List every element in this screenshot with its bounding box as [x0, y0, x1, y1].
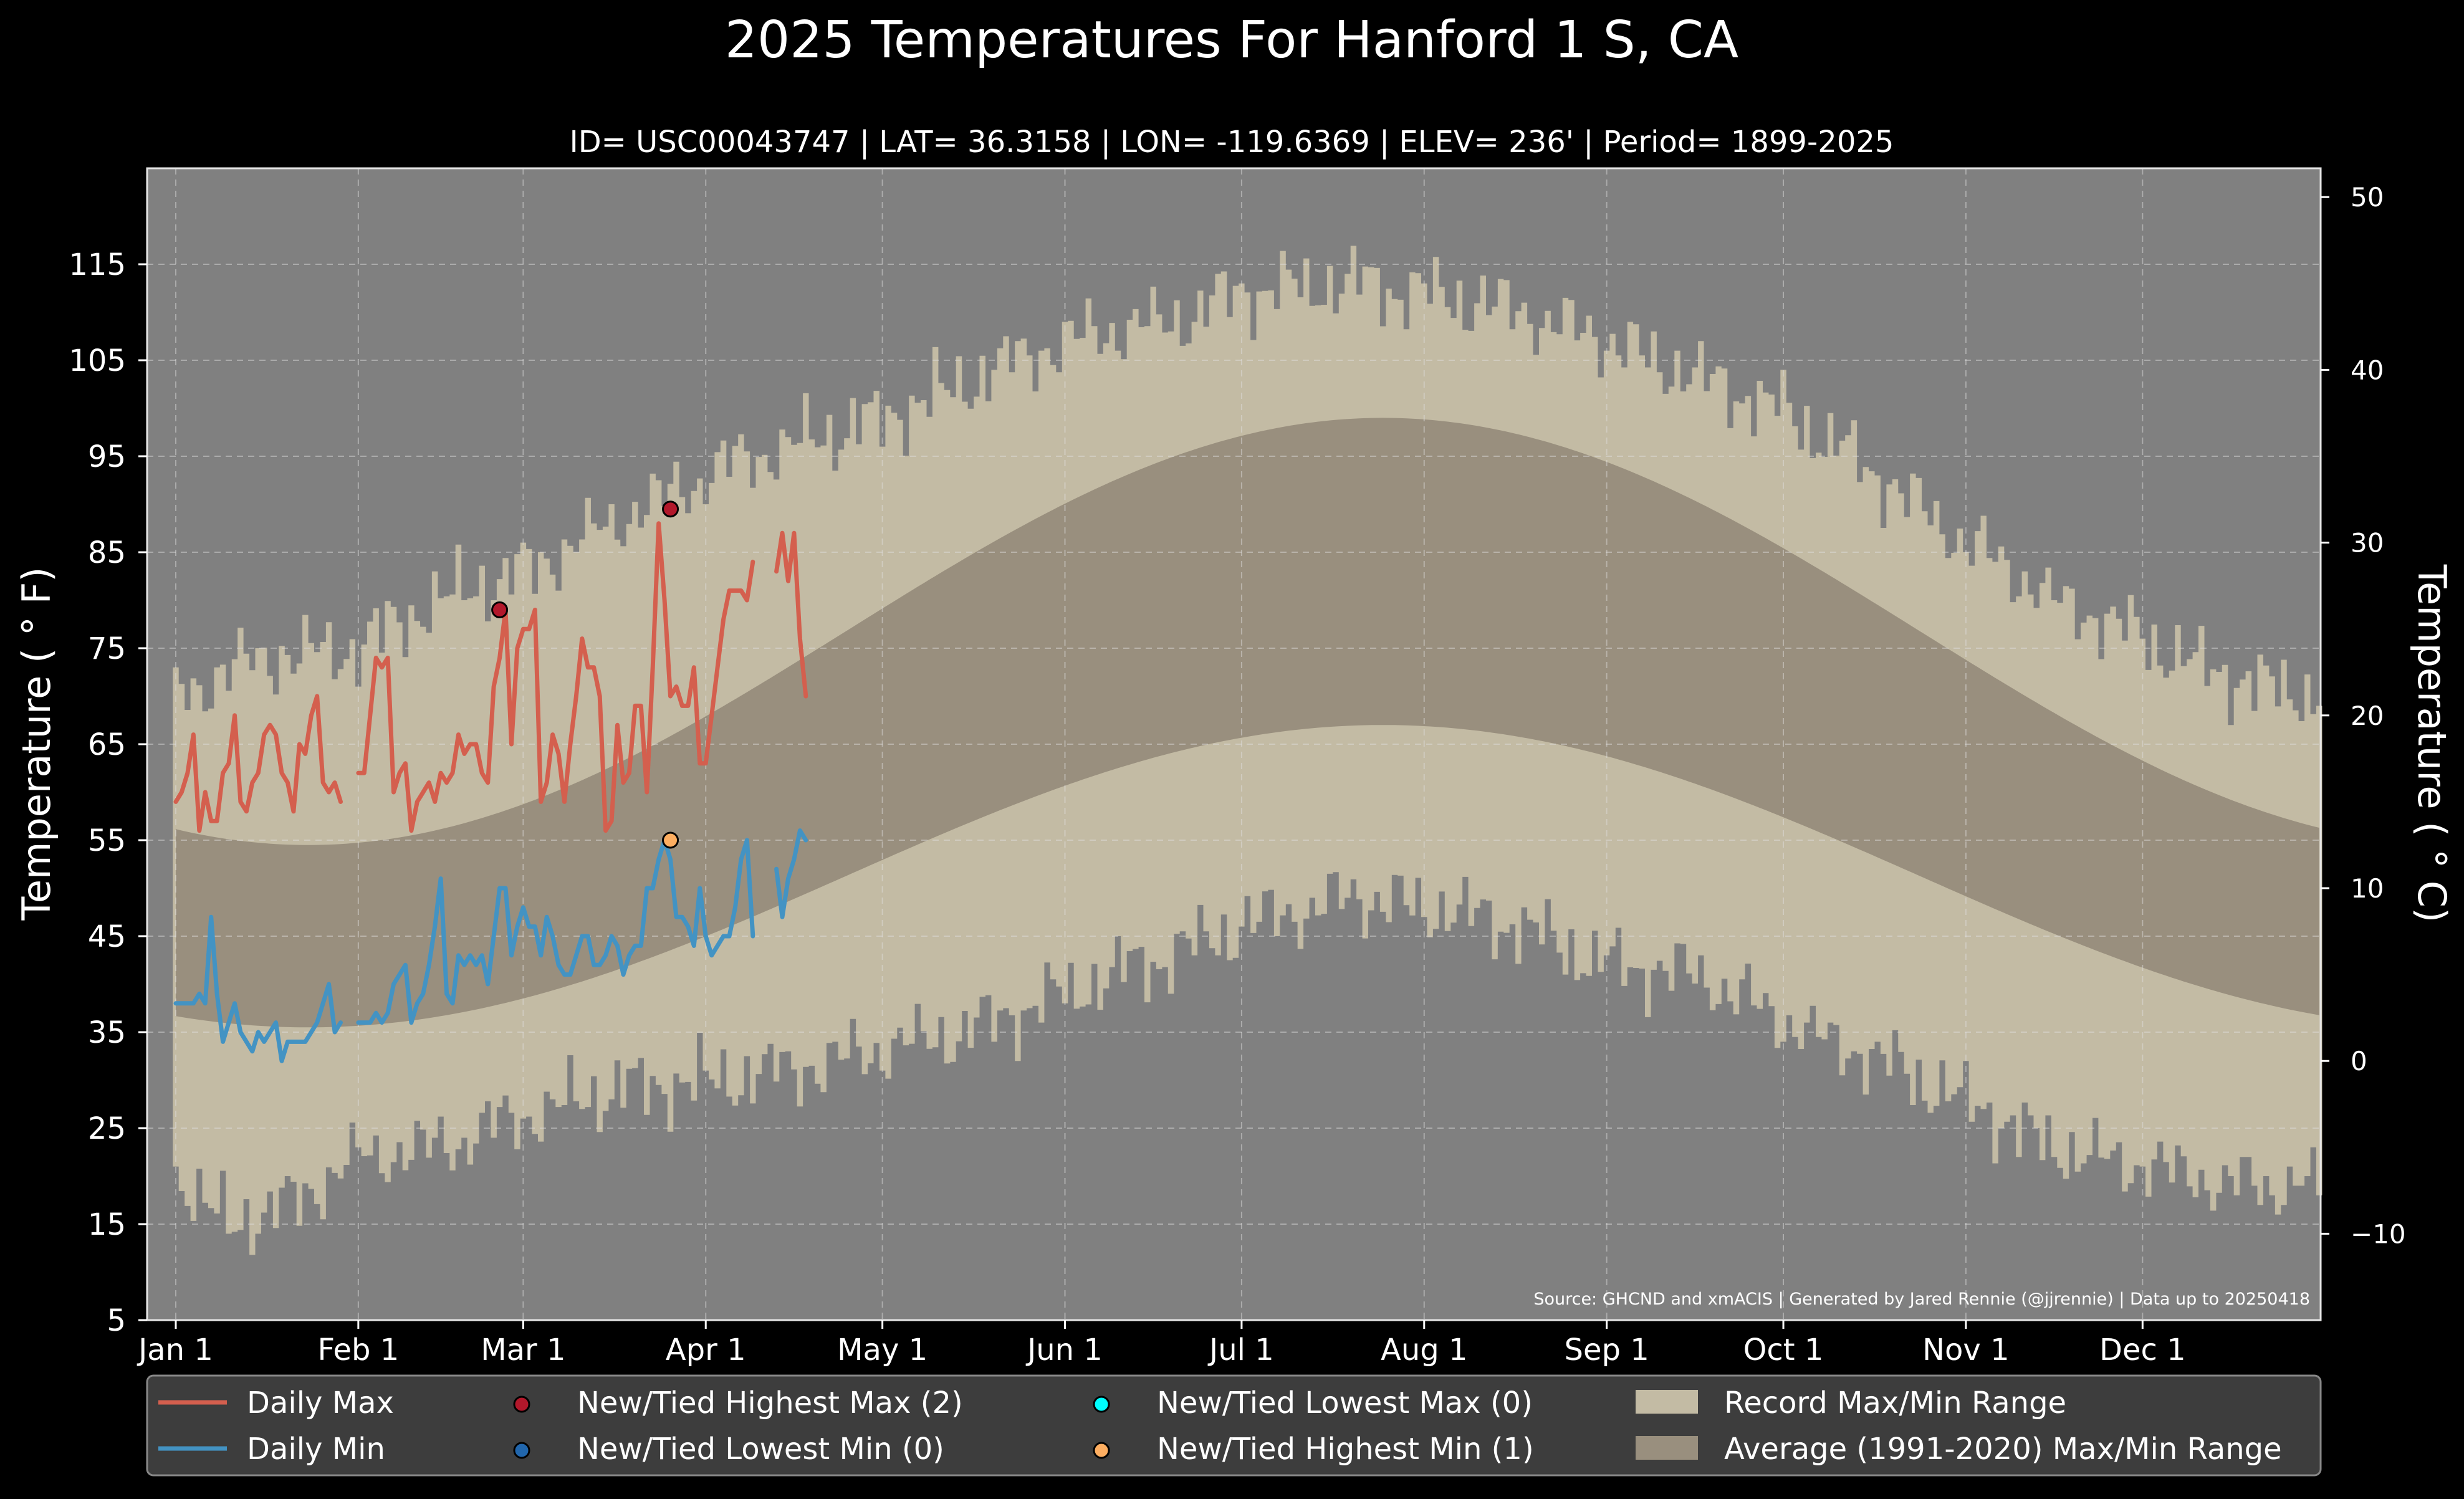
chart-title: 2025 Temperatures For Hanford 1 S, CA — [725, 11, 1738, 70]
y-tick-label: 85 — [88, 535, 126, 570]
legend-swatch-dot — [1093, 1442, 1110, 1459]
y-tick-label: 25 — [88, 1111, 126, 1146]
marker-new-highest-max — [662, 500, 679, 518]
y-tick-label: 105 — [69, 343, 126, 378]
y-axis-left-label: Temperature ( ° F) — [14, 567, 59, 921]
y-right-tick-label: 40 — [2351, 355, 2384, 385]
average-range-band — [176, 418, 2319, 1028]
y-axis-left: 5 15 25 35 45 55 65 75 85 95 105 115 — [69, 247, 147, 1338]
x-tick-label: Jul 1 — [1207, 1333, 1274, 1367]
y-tick-label: 115 — [69, 247, 126, 282]
y-axis-right-label: Temperature ( ° C) — [2409, 564, 2455, 923]
x-tick-label: Feb 1 — [317, 1333, 399, 1367]
x-tick-label: Aug 1 — [1381, 1333, 1468, 1367]
y-axis-right: −10 0 10 20 30 40 50 — [2321, 182, 2406, 1249]
y-right-tick-label: 10 — [2351, 873, 2384, 904]
legend-label: New/Tied Highest Max (2) — [577, 1386, 963, 1420]
legend-label: Daily Min — [247, 1432, 385, 1467]
legend-label: New/Tied Highest Min (1) — [1157, 1432, 1534, 1467]
series-layer — [173, 521, 808, 1063]
source-note: Source: GHCND and xmACIS | Generated by … — [1533, 1290, 2310, 1309]
legend-label: Daily Max — [247, 1386, 394, 1420]
x-tick-label: Sep 1 — [1564, 1333, 1649, 1367]
legend: Daily Max Daily Min New/Tied Highest Max (… — [146, 1374, 2322, 1477]
y-right-tick-label: −10 — [2351, 1219, 2406, 1249]
y-right-tick-label: 50 — [2351, 182, 2384, 213]
daily-max-line — [173, 521, 808, 833]
x-tick-label: Dec 1 — [2099, 1333, 2186, 1367]
x-tick-label: Apr 1 — [666, 1333, 746, 1367]
x-tick-label: Mar 1 — [481, 1333, 565, 1367]
y-tick-label: 35 — [88, 1015, 126, 1050]
record-markers — [491, 500, 679, 849]
legend-swatch-dot — [513, 1396, 530, 1413]
y-tick-label: 95 — [88, 439, 126, 474]
plot-area — [147, 168, 2323, 1320]
legend-swatch-patch — [1636, 1390, 1698, 1414]
x-tick-label: Jan 1 — [137, 1333, 213, 1367]
x-tick-label: Jun 1 — [1025, 1333, 1103, 1367]
y-tick-label: 15 — [88, 1207, 126, 1242]
y-right-tick-label: 30 — [2351, 528, 2384, 558]
legend-swatch-dot — [513, 1442, 530, 1459]
daily-min-line — [173, 828, 808, 1063]
legend-box — [146, 1374, 2322, 1477]
x-tick-label: May 1 — [837, 1333, 928, 1367]
legend-swatch-patch — [1636, 1436, 1698, 1460]
chart-subtitle: ID= USC00043747 | LAT= 36.3158 | LON= -1… — [570, 125, 1894, 160]
legend-swatch-dot — [1093, 1396, 1110, 1413]
y-right-tick-label: 0 — [2351, 1046, 2367, 1076]
legend-label: New/Tied Lowest Min (0) — [577, 1432, 944, 1467]
y-tick-label: 55 — [88, 823, 126, 858]
x-tick-label: Nov 1 — [1922, 1333, 2009, 1367]
x-axis: Jan 1 Feb 1 Mar 1 Apr 1 May 1 Jun 1 Jul 1 Aug 1… — [137, 1320, 2186, 1367]
y-tick-label: 75 — [88, 631, 126, 666]
legend-label: Average (1991-2020) Max/Min Range — [1724, 1432, 2282, 1467]
legend-label: Record Max/Min Range — [1724, 1386, 2066, 1420]
y-tick-label: 45 — [88, 919, 126, 954]
marker-new-highest-max — [491, 601, 509, 618]
marker-new-highest-min — [662, 831, 679, 849]
legend-label: New/Tied Lowest Max (0) — [1157, 1386, 1533, 1420]
y-tick-label: 5 — [107, 1303, 126, 1338]
y-right-tick-label: 20 — [2351, 701, 2384, 731]
x-tick-label: Oct 1 — [1743, 1333, 1824, 1367]
y-tick-label: 65 — [88, 727, 126, 762]
record-range-band — [173, 246, 2323, 1255]
